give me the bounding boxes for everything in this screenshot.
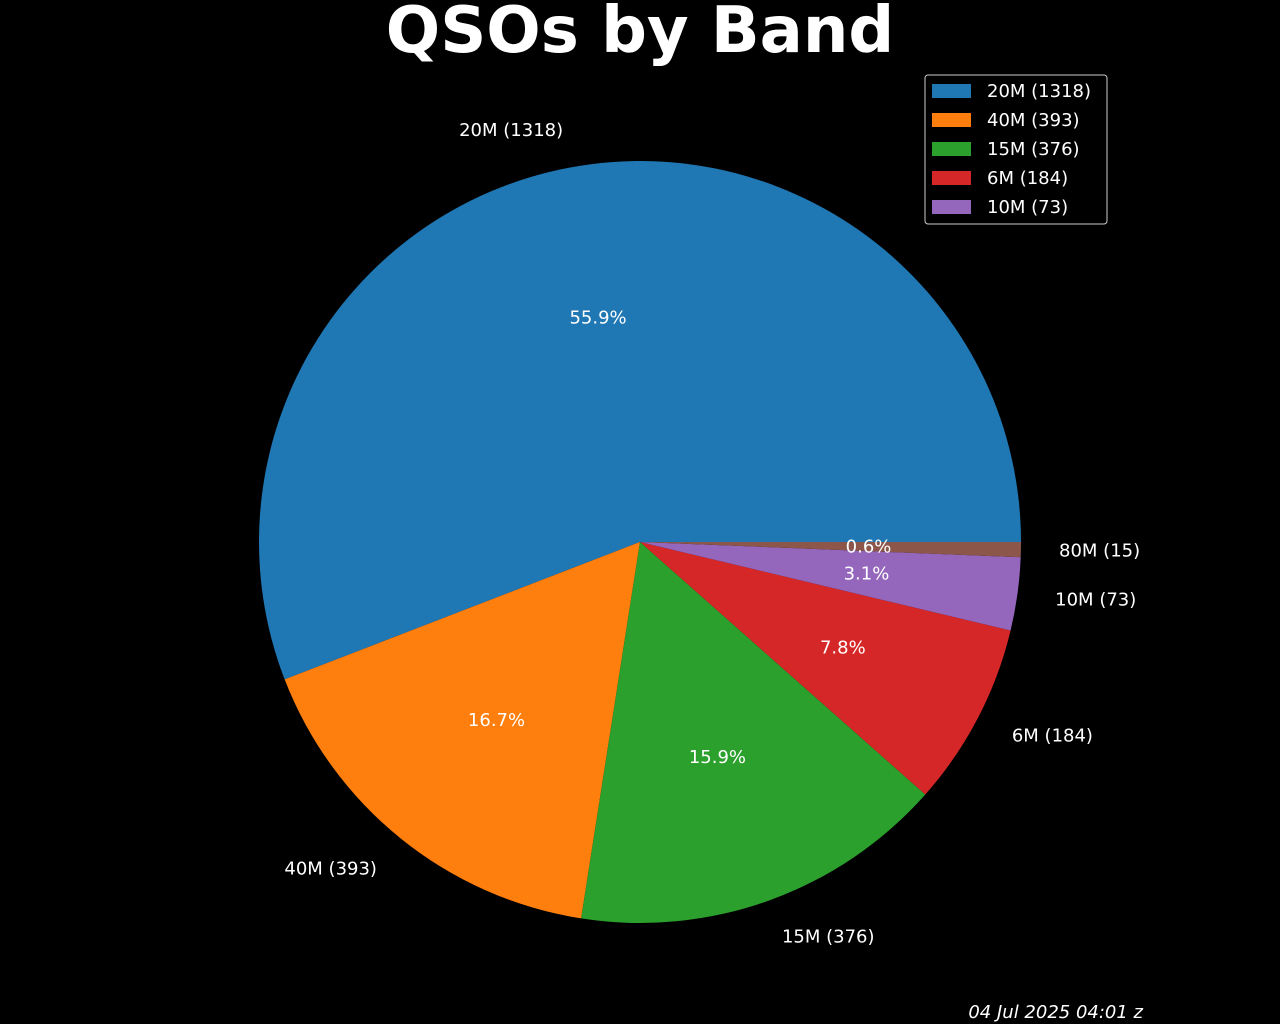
percent-label-20m: 55.9% xyxy=(569,307,626,328)
percent-label-6m: 7.8% xyxy=(820,637,866,658)
legend-label-15m: 15M (376) xyxy=(987,139,1080,160)
legend-swatch-40m xyxy=(932,113,971,127)
pie-slice-20m xyxy=(259,160,1022,680)
slice-label-10m: 10M (73) xyxy=(1055,589,1136,610)
legend-swatch-15m xyxy=(932,142,971,156)
timestamp: 04 Jul 2025 04:01 z xyxy=(968,1002,1143,1023)
slice-label-40m: 40M (393) xyxy=(284,858,377,879)
pie-slice-15m xyxy=(581,542,926,923)
legend-label-20m: 20M (1318) xyxy=(987,81,1091,102)
percent-label-80m: 0.6% xyxy=(846,537,892,558)
chart-title: QSOs by Band xyxy=(386,0,894,68)
legend: 20M (1318) 40M (393) 15M (376) 6M (184) 10M … xyxy=(924,74,1108,225)
percent-label-15m: 15.9% xyxy=(689,747,746,768)
slice-label-80m: 80M (15) xyxy=(1059,540,1140,561)
percent-label-40m: 16.7% xyxy=(468,710,525,731)
pie-slice-10m xyxy=(640,542,1021,631)
legend-swatch-10m xyxy=(932,200,971,214)
slice-label-20m: 20M (1318) xyxy=(459,120,563,141)
legend-frame xyxy=(924,74,1108,225)
pie-slice-80m xyxy=(640,542,1021,558)
slice-label-6m: 6M (184) xyxy=(1012,725,1093,746)
pie-slice-40m xyxy=(284,542,640,919)
legend-label-40m: 40M (393) xyxy=(987,110,1080,131)
legend-label-6m: 6M (184) xyxy=(987,168,1068,189)
legend-label-10m: 10M (73) xyxy=(987,197,1068,218)
pie-slice-6m xyxy=(640,542,1011,795)
legend-swatch-20m xyxy=(932,84,971,98)
legend-swatch-6m xyxy=(932,171,971,185)
pie-slices xyxy=(259,160,1022,923)
slice-labels: 20M (1318) 40M (393) 15M (376) 6M (184) 10M … xyxy=(284,120,1140,947)
percent-label-10m: 3.1% xyxy=(844,563,890,584)
slice-label-15m: 15M (376) xyxy=(782,926,875,947)
percent-labels: 55.9% 16.7% 15.9% 7.8% 3.1% 0.6% xyxy=(468,307,891,768)
